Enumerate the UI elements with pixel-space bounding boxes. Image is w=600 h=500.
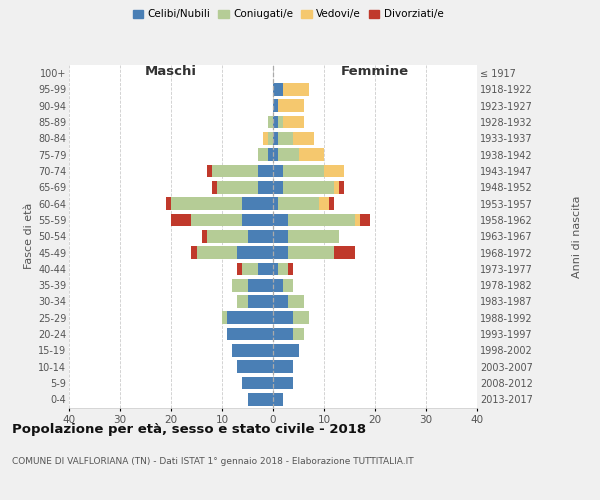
Bar (273, 393, 283, 406)
Bar (263, 132, 268, 145)
Bar (268, 132, 273, 145)
Bar (278, 116, 283, 128)
Bar (273, 360, 293, 373)
Text: Popolazione per età, sesso e stato civile - 2018: Popolazione per età, sesso e stato civil… (12, 422, 366, 436)
Bar (334, 246, 355, 259)
Bar (278, 132, 293, 145)
Bar (227, 312, 273, 324)
Bar (238, 295, 248, 308)
Bar (278, 100, 304, 112)
Bar (293, 312, 309, 324)
Bar (293, 132, 314, 145)
Bar (197, 246, 238, 259)
Bar (273, 262, 278, 275)
Bar (278, 198, 319, 210)
Bar (355, 214, 360, 226)
Bar (238, 360, 273, 373)
Bar (227, 328, 273, 340)
Bar (289, 214, 355, 226)
Bar (289, 262, 293, 275)
Bar (283, 181, 334, 194)
Bar (273, 279, 283, 291)
Bar (273, 181, 283, 194)
Bar (273, 83, 283, 96)
Bar (191, 214, 242, 226)
Bar (238, 262, 242, 275)
Bar (289, 295, 304, 308)
Bar (242, 214, 273, 226)
Text: COMUNE DI VALFLORIANA (TN) - Dati ISTAT 1° gennaio 2018 - Elaborazione TUTTITALI: COMUNE DI VALFLORIANA (TN) - Dati ISTAT … (12, 458, 413, 466)
Bar (273, 116, 278, 128)
Bar (278, 262, 289, 275)
Bar (278, 148, 299, 161)
Bar (293, 328, 304, 340)
Bar (273, 100, 278, 112)
Bar (273, 230, 289, 242)
Bar (206, 164, 212, 177)
Bar (273, 214, 289, 226)
Bar (273, 132, 278, 145)
Bar (166, 198, 171, 210)
Bar (248, 393, 273, 406)
Bar (324, 164, 344, 177)
Bar (273, 148, 278, 161)
Bar (258, 262, 273, 275)
Bar (268, 148, 273, 161)
Bar (273, 164, 283, 177)
Bar (248, 279, 273, 291)
Bar (258, 164, 273, 177)
Bar (289, 246, 334, 259)
Text: Femmine: Femmine (341, 65, 409, 78)
Bar (289, 230, 340, 242)
Bar (171, 198, 242, 210)
Y-axis label: Fasce di età: Fasce di età (23, 203, 34, 270)
Bar (242, 262, 258, 275)
Bar (206, 230, 248, 242)
Bar (217, 181, 258, 194)
Bar (273, 328, 293, 340)
Bar (202, 230, 206, 242)
Bar (299, 148, 324, 161)
Bar (258, 148, 268, 161)
Bar (232, 279, 248, 291)
Bar (273, 246, 289, 259)
Bar (283, 83, 309, 96)
Bar (212, 181, 217, 194)
Text: Maschi: Maschi (145, 65, 197, 78)
Bar (273, 344, 299, 357)
Bar (273, 376, 293, 390)
Bar (273, 198, 278, 210)
Bar (340, 181, 344, 194)
Bar (283, 116, 304, 128)
Bar (334, 181, 340, 194)
Bar (242, 198, 273, 210)
Bar (212, 164, 258, 177)
Bar (222, 312, 227, 324)
Legend: Celibi/Nubili, Coniugati/e, Vedovi/e, Divorziati/e: Celibi/Nubili, Coniugati/e, Vedovi/e, Di… (128, 5, 448, 24)
Bar (242, 376, 273, 390)
Bar (268, 116, 273, 128)
Bar (258, 181, 273, 194)
Bar (329, 198, 334, 210)
Bar (248, 295, 273, 308)
Bar (273, 295, 289, 308)
Bar (232, 344, 273, 357)
Bar (171, 214, 191, 226)
Bar (283, 279, 293, 291)
Bar (283, 164, 324, 177)
Bar (273, 312, 293, 324)
Bar (319, 198, 329, 210)
Y-axis label: Anni di nascita: Anni di nascita (572, 195, 581, 278)
Bar (360, 214, 370, 226)
Bar (238, 246, 273, 259)
Bar (191, 246, 197, 259)
Bar (248, 230, 273, 242)
